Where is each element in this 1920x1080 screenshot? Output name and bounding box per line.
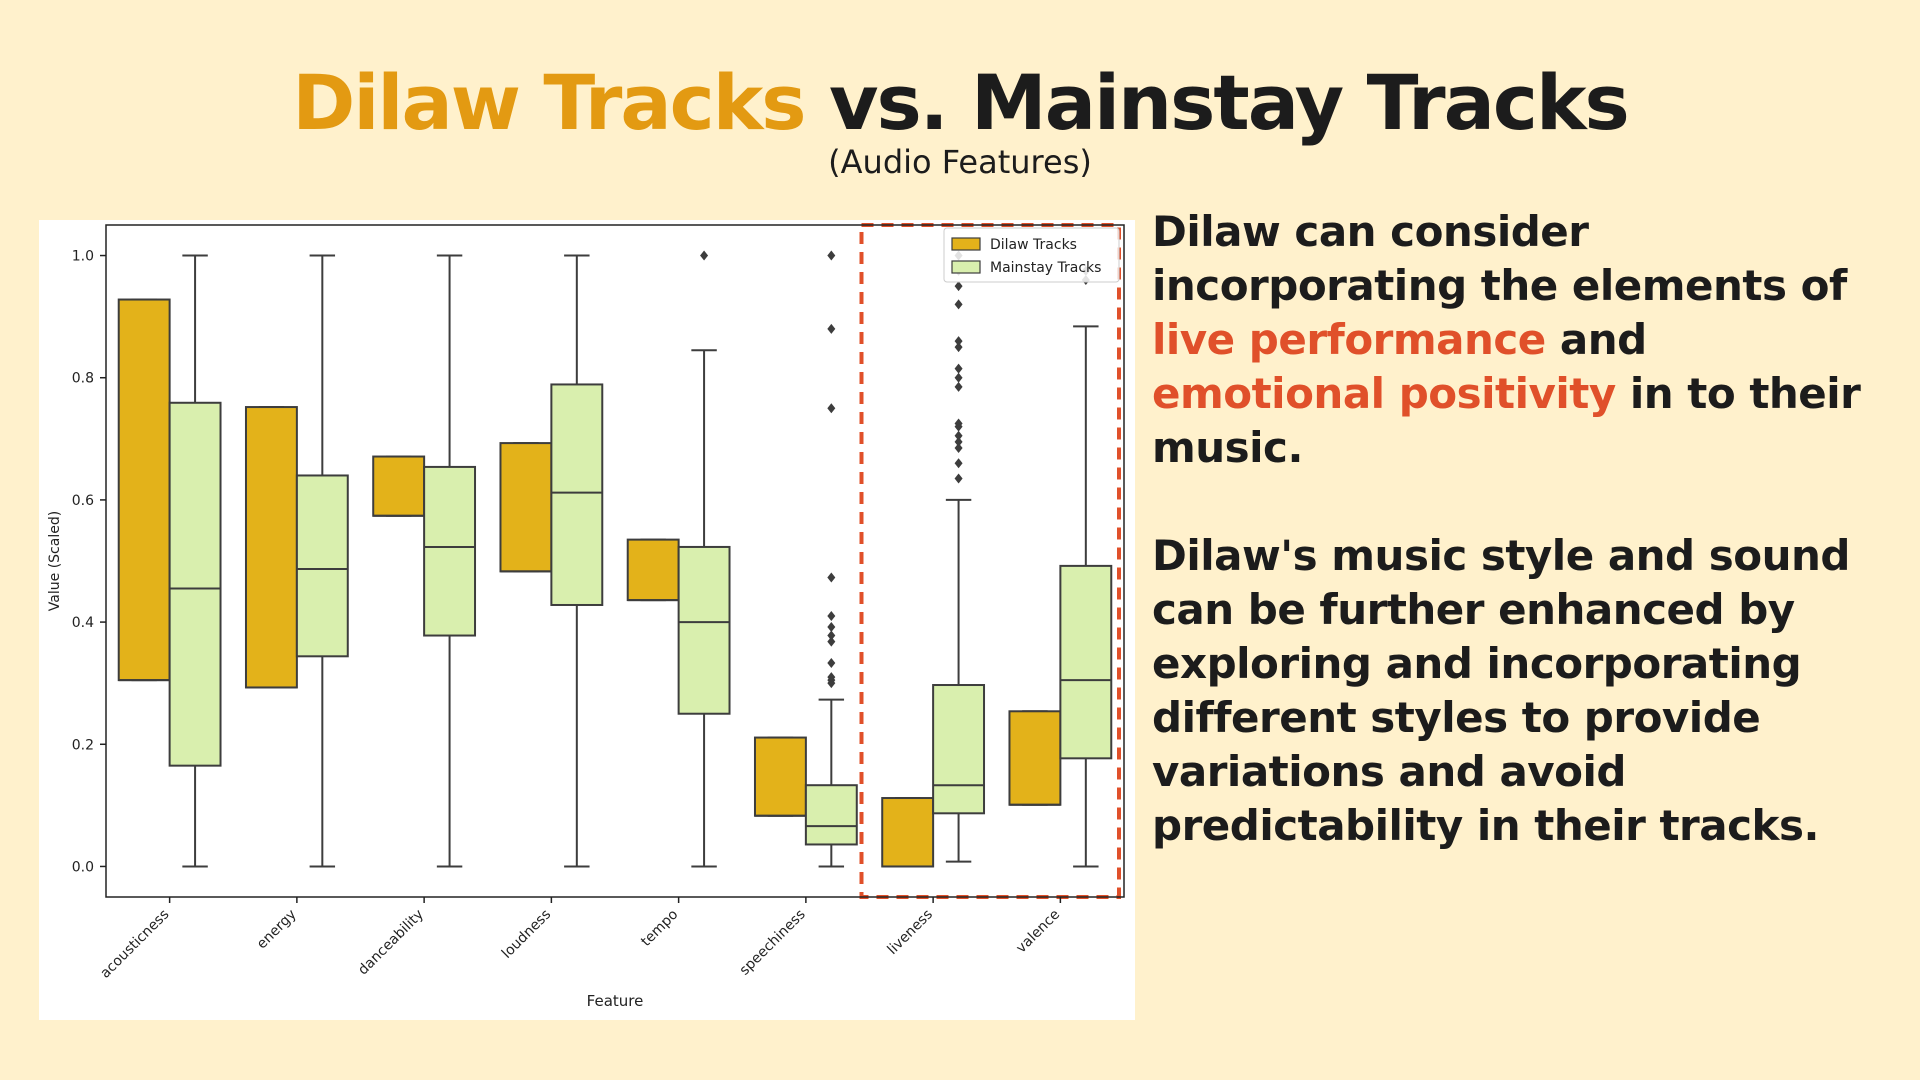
x-axis-label: Feature <box>587 992 644 1010</box>
x-tick-label: loudness <box>499 907 554 962</box>
mainstay-tracks-outlier <box>827 250 836 261</box>
y-axis-label: Value (Scaled) <box>47 511 63 611</box>
mainstay-tracks-outlier <box>954 442 963 453</box>
insight-paragraph-1: Dilaw can consider incorporating the ele… <box>1152 205 1892 475</box>
page-title: Dilaw Tracks vs. Mainstay Tracks <box>0 58 1920 148</box>
insight-text: Dilaw can consider incorporating the ele… <box>1152 207 1847 310</box>
legend-label: Dilaw Tracks <box>990 237 1077 253</box>
x-tick-label: speechiness <box>737 907 809 979</box>
highlight-emotional-positivity: emotional positivity <box>1152 369 1616 418</box>
mainstay-tracks-outlier <box>954 363 963 374</box>
legend-label: Mainstay Tracks <box>990 260 1101 276</box>
mainstay-tracks-box <box>932 684 986 815</box>
mainstay-tracks-box <box>295 474 349 658</box>
mainstay-tracks-outlier <box>954 299 963 310</box>
mainstay-tracks-box <box>550 383 604 606</box>
y-tick-label: 1.0 <box>72 249 94 265</box>
insight-paragraph-2: Dilaw's music style and sound can be fur… <box>1152 531 1850 850</box>
x-tick-label: tempo <box>638 907 681 950</box>
dilaw-tracks-box <box>1008 710 1062 806</box>
mainstay-tracks-box <box>423 465 477 637</box>
mainstay-tracks-outlier <box>954 381 963 392</box>
title-rest: vs. Mainstay Tracks <box>828 58 1630 147</box>
title-accent: Dilaw Tracks <box>292 58 806 147</box>
dilaw-tracks-box <box>626 538 680 602</box>
x-tick-label: valence <box>1013 907 1063 957</box>
mainstay-tracks-outlier <box>827 658 836 669</box>
highlight-live-performance: live performance <box>1152 315 1546 364</box>
x-tick-label: liveness <box>885 907 936 958</box>
mainstay-tracks-box <box>1059 564 1113 760</box>
mainstay-tracks-outlier <box>954 430 963 441</box>
mainstay-tracks-outlier <box>827 636 836 647</box>
dilaw-tracks-box <box>881 797 935 868</box>
mainstay-tracks-outlier <box>700 250 709 261</box>
chart-panel: 0.0 0.2 0.4 0.6 0.8 1.0 acousticness energy danc… <box>39 220 1135 1020</box>
mainstay-tracks-outlier <box>827 610 836 621</box>
legend-box <box>943 227 1120 283</box>
x-tick-label: danceability <box>355 907 427 979</box>
mainstay-tracks-outlier <box>954 281 963 292</box>
y-tick-label: 0.8 <box>72 371 94 387</box>
dilaw-tracks-box <box>244 406 298 689</box>
plot-frame <box>105 224 1125 898</box>
y-tick-label: 0.4 <box>72 615 94 631</box>
mainstay-tracks-box <box>677 545 731 715</box>
insight-notes: Dilaw can consider incorporating the ele… <box>1152 205 1892 907</box>
mainstay-tracks-outlier <box>827 630 836 641</box>
mainstay-tracks-outlier <box>954 372 963 383</box>
mainstay-tracks-outlier <box>954 336 963 347</box>
mainstay-tracks-outlier <box>954 436 963 447</box>
legend-swatch <box>951 260 981 274</box>
mainstay-tracks-outlier <box>827 621 836 632</box>
mainstay-tracks-outlier <box>954 458 963 469</box>
dilaw-tracks-box <box>117 298 171 682</box>
mainstay-tracks-outlier <box>954 473 963 484</box>
y-tick-label: 0.2 <box>72 737 94 753</box>
boxplot-chart: 0.0 0.2 0.4 0.6 0.8 1.0 acousticness energy danc… <box>47 223 1125 1010</box>
mainstay-tracks-outlier <box>827 403 836 414</box>
mainstay-tracks-outlier <box>954 342 963 353</box>
insight-text: in to their music. <box>1152 369 1861 472</box>
y-tick-label: 0.0 <box>72 859 94 875</box>
insight-text: and <box>1545 315 1647 364</box>
dilaw-tracks-box <box>499 442 553 573</box>
mainstay-tracks-outlier <box>827 672 836 683</box>
mainstay-tracks-outlier <box>827 572 836 583</box>
x-tick-label: acousticness <box>97 907 172 982</box>
mainstay-tracks-outlier <box>827 323 836 334</box>
page-subtitle: (Audio Features) <box>828 143 1092 181</box>
mainstay-tracks-box <box>804 784 858 846</box>
x-tick-label: energy <box>254 907 300 953</box>
mainstay-tracks-outlier <box>954 418 963 429</box>
dilaw-tracks-box <box>372 455 426 517</box>
legend-swatch <box>951 237 981 251</box>
y-tick-label: 0.6 <box>72 493 94 509</box>
dilaw-tracks-box <box>753 736 807 817</box>
mainstay-tracks-box <box>168 401 222 767</box>
